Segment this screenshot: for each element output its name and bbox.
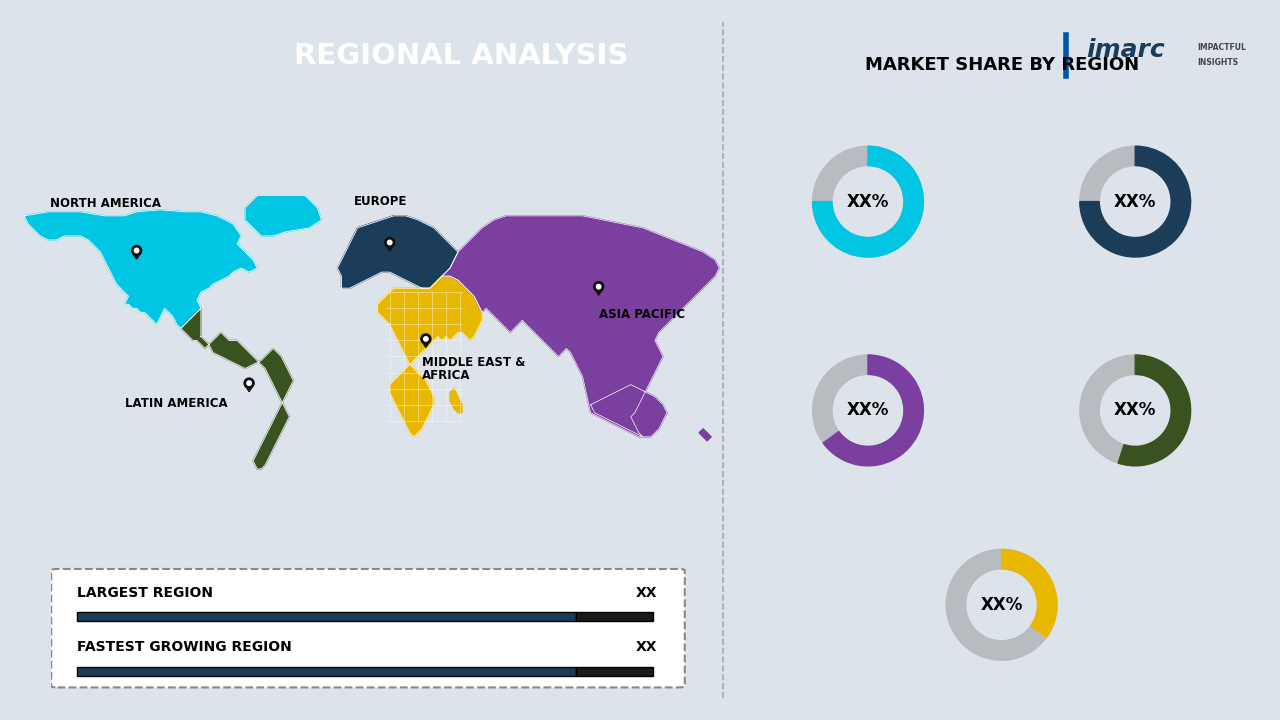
Polygon shape: [451, 389, 462, 413]
FancyBboxPatch shape: [576, 612, 653, 621]
Text: EUROPE: EUROPE: [353, 195, 407, 208]
Circle shape: [247, 381, 251, 385]
Wedge shape: [1001, 549, 1057, 637]
Text: XX: XX: [636, 640, 657, 654]
Text: INSIGHTS: INSIGHTS: [1197, 58, 1238, 67]
Circle shape: [244, 378, 255, 388]
Text: XX%: XX%: [980, 595, 1023, 613]
Text: REGIONAL ANALYSIS: REGIONAL ANALYSIS: [293, 42, 628, 70]
Polygon shape: [623, 272, 646, 296]
Text: imarc: imarc: [1087, 38, 1165, 63]
FancyBboxPatch shape: [77, 612, 576, 621]
Circle shape: [134, 248, 138, 253]
Text: XX: XX: [636, 586, 657, 600]
Text: XX%: XX%: [1114, 401, 1156, 419]
Polygon shape: [244, 192, 321, 236]
FancyBboxPatch shape: [77, 667, 576, 676]
Polygon shape: [349, 216, 410, 248]
Wedge shape: [813, 355, 923, 466]
Polygon shape: [699, 429, 712, 441]
Text: AFRICA: AFRICA: [422, 369, 470, 382]
Text: FASTEST GROWING REGION: FASTEST GROWING REGION: [77, 640, 292, 654]
Text: MIDDLE EAST &: MIDDLE EAST &: [422, 356, 525, 369]
Circle shape: [424, 337, 428, 341]
Text: LARGEST REGION: LARGEST REGION: [77, 586, 212, 600]
FancyBboxPatch shape: [51, 569, 685, 688]
Polygon shape: [338, 216, 458, 288]
Circle shape: [596, 284, 600, 289]
Wedge shape: [1119, 355, 1190, 466]
Wedge shape: [1080, 146, 1190, 257]
Polygon shape: [132, 252, 141, 259]
Circle shape: [388, 240, 392, 245]
Text: XX%: XX%: [1114, 192, 1156, 210]
Wedge shape: [813, 146, 923, 257]
Circle shape: [594, 282, 604, 292]
Polygon shape: [421, 341, 430, 348]
Polygon shape: [590, 384, 667, 437]
Wedge shape: [823, 355, 923, 466]
Text: NORTH AMERICA: NORTH AMERICA: [50, 197, 161, 210]
Text: ASIA PACIFIC: ASIA PACIFIC: [599, 308, 685, 321]
Wedge shape: [946, 549, 1057, 660]
Text: XX%: XX%: [847, 192, 890, 210]
Polygon shape: [180, 308, 293, 469]
Polygon shape: [385, 244, 394, 251]
Text: LATIN AMERICA: LATIN AMERICA: [124, 397, 227, 410]
Wedge shape: [1080, 146, 1190, 257]
Circle shape: [385, 238, 394, 248]
Polygon shape: [378, 276, 483, 437]
Wedge shape: [813, 146, 923, 257]
Circle shape: [421, 334, 431, 344]
Text: IMPACTFUL: IMPACTFUL: [1197, 43, 1245, 52]
Polygon shape: [349, 244, 366, 260]
Wedge shape: [1080, 355, 1190, 466]
FancyBboxPatch shape: [576, 667, 653, 676]
Text: MARKET SHARE BY REGION: MARKET SHARE BY REGION: [864, 55, 1139, 73]
Polygon shape: [244, 384, 253, 392]
Text: XX%: XX%: [847, 401, 890, 419]
Polygon shape: [24, 210, 257, 328]
Circle shape: [132, 246, 142, 256]
Polygon shape: [594, 288, 603, 295]
Polygon shape: [442, 216, 719, 437]
